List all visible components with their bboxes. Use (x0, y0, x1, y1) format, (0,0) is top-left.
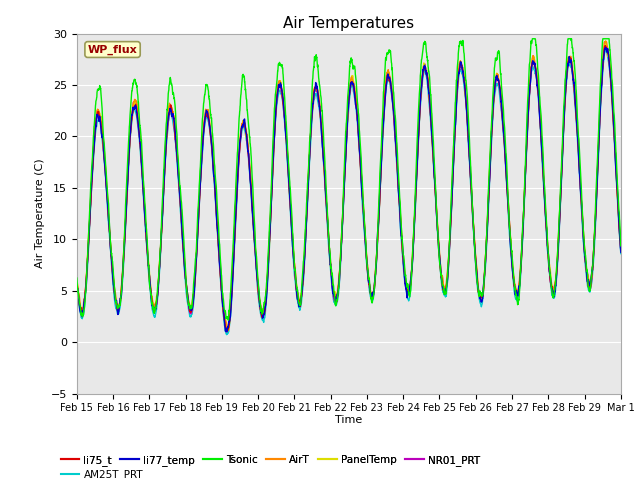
li75_t (617, 247, 625, 252)
NR01_PRT (223, 329, 230, 335)
li77_temp (73, 280, 81, 286)
AirT (452, 95, 460, 100)
AM25T_PRT (223, 332, 230, 337)
AirT (617, 246, 625, 252)
AirT (602, 38, 609, 44)
AM25T_PRT (452, 105, 460, 111)
AM25T_PRT (522, 166, 529, 171)
NR01_PRT (418, 81, 426, 86)
AirT (418, 81, 426, 87)
AM25T_PRT (418, 87, 426, 93)
NR01_PRT (482, 258, 490, 264)
PanelTemp (418, 79, 426, 84)
Y-axis label: Air Temperature (C): Air Temperature (C) (35, 159, 45, 268)
Legend: li75_t, li77_temp, Tsonic, AirT, PanelTemp, NR01_PRT: li75_t, li77_temp, Tsonic, AirT, PanelTe… (56, 451, 484, 470)
li75_t (246, 166, 253, 172)
PanelTemp (246, 165, 253, 171)
Tsonic (73, 275, 81, 281)
AM25T_PRT (246, 168, 253, 174)
li75_t (418, 84, 426, 89)
Tsonic (482, 256, 490, 262)
AirT (522, 160, 529, 166)
li77_temp (246, 167, 253, 172)
Text: WP_flux: WP_flux (88, 44, 138, 55)
Tsonic (418, 57, 426, 62)
PanelTemp (522, 161, 529, 167)
Line: AirT: AirT (77, 41, 621, 330)
NR01_PRT (452, 96, 460, 102)
AM25T_PRT (602, 47, 609, 52)
PanelTemp (224, 328, 232, 334)
AM25T_PRT (482, 263, 490, 269)
li75_t (452, 98, 460, 104)
AirT (246, 160, 253, 166)
AM25T_PRT (452, 102, 460, 108)
li77_temp (223, 329, 230, 335)
NR01_PRT (246, 163, 253, 168)
NR01_PRT (73, 279, 81, 285)
Tsonic (225, 317, 232, 323)
Legend: AM25T_PRT: AM25T_PRT (56, 465, 147, 480)
PanelTemp (602, 38, 609, 44)
NR01_PRT (604, 44, 611, 49)
Line: li75_t: li75_t (77, 46, 621, 331)
Line: li77_temp: li77_temp (77, 48, 621, 332)
li77_temp (452, 93, 460, 98)
li77_temp (418, 83, 426, 88)
li77_temp (482, 256, 490, 262)
li75_t (73, 278, 81, 284)
Line: NR01_PRT: NR01_PRT (77, 47, 621, 332)
PanelTemp (452, 96, 460, 102)
NR01_PRT (522, 161, 529, 167)
AM25T_PRT (617, 251, 625, 256)
PanelTemp (73, 274, 81, 280)
PanelTemp (452, 99, 460, 105)
Line: PanelTemp: PanelTemp (77, 41, 621, 331)
AirT (73, 276, 81, 281)
Tsonic (452, 78, 460, 84)
li77_temp (522, 162, 529, 168)
Tsonic (522, 151, 529, 157)
Tsonic (617, 243, 625, 249)
AirT (482, 253, 490, 259)
li77_temp (452, 99, 460, 105)
Tsonic (452, 77, 460, 83)
Title: Air Temperatures: Air Temperatures (284, 16, 414, 31)
NR01_PRT (452, 98, 460, 104)
AirT (224, 327, 232, 333)
PanelTemp (617, 242, 625, 248)
PanelTemp (482, 252, 490, 258)
li75_t (224, 328, 232, 334)
li77_temp (602, 45, 609, 50)
AirT (452, 93, 460, 98)
Line: AM25T_PRT: AM25T_PRT (77, 49, 621, 335)
li75_t (482, 259, 490, 265)
li75_t (452, 96, 460, 102)
li77_temp (617, 250, 625, 255)
X-axis label: Time: Time (335, 415, 362, 425)
NR01_PRT (617, 247, 625, 252)
Tsonic (246, 134, 253, 140)
AM25T_PRT (73, 284, 81, 289)
li75_t (601, 43, 609, 48)
Tsonic (529, 36, 536, 42)
Line: Tsonic: Tsonic (77, 39, 621, 320)
li75_t (522, 163, 529, 169)
